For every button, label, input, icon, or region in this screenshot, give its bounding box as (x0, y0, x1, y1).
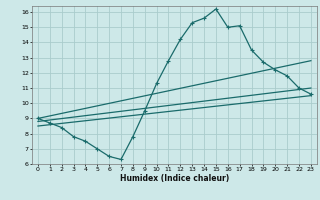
X-axis label: Humidex (Indice chaleur): Humidex (Indice chaleur) (120, 174, 229, 183)
